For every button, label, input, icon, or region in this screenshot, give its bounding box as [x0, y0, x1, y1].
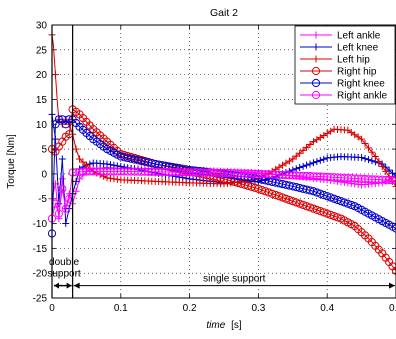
data-point-left-knee: [358, 154, 365, 161]
double-support-arrowhead-right: [67, 283, 72, 289]
data-point-left-knee: [307, 160, 314, 167]
y-tick-label: 25: [36, 45, 48, 56]
y-tick-label: -20: [33, 269, 48, 280]
data-point-left-knee: [303, 162, 310, 169]
series-right-hip: [48, 106, 396, 275]
double-support-label-line1: double: [49, 257, 79, 268]
single-support-arrowhead-right: [389, 283, 395, 289]
x-tick-label: 0.1: [114, 303, 128, 314]
legend-label-right-hip: Right hip: [337, 67, 377, 78]
y-tick-label: -10: [33, 219, 48, 230]
data-point-left-hip: [52, 71, 59, 78]
double-support-arrowhead-left: [54, 283, 59, 289]
data-point-left-knee: [365, 156, 372, 163]
data-point-left-knee: [104, 160, 111, 167]
data-point-left-knee: [59, 156, 66, 163]
x-axis-title: time [s]: [206, 320, 241, 331]
data-point-left-knee: [300, 163, 307, 170]
data-point-left-hip: [73, 146, 80, 153]
data-point-left-knee: [317, 157, 324, 164]
data-point-left-knee: [313, 158, 320, 165]
data-point-left-knee: [62, 220, 69, 227]
y-tick-label: -15: [33, 244, 48, 255]
x-tick-label: 0: [49, 303, 55, 314]
legend-label-left-hip: Left hip: [337, 55, 370, 66]
single-support-label: single support: [203, 274, 265, 285]
x-tick-label: 0.4: [320, 303, 334, 314]
x-tick-label: 0.2: [183, 303, 197, 314]
y-axis-title: Torque [Nm]: [6, 134, 17, 189]
y-tick-label: 15: [36, 95, 48, 106]
data-point-left-knee: [296, 164, 303, 171]
y-tick-label: 10: [36, 120, 48, 131]
y-tick-label: -5: [38, 194, 47, 205]
y-tick-label: 20: [36, 70, 48, 81]
data-point-left-knee: [368, 157, 375, 164]
data-point-left-ankle: [59, 175, 66, 182]
legend-label-left-ankle: Left ankle: [337, 31, 381, 42]
data-point-left-knee: [362, 155, 369, 162]
chart-title: Gait 2: [210, 7, 238, 19]
legend-label-right-ankle: Right ankle: [337, 91, 387, 102]
y-tick-label: 5: [41, 145, 47, 156]
data-point-left-knee: [293, 165, 300, 172]
y-tick-label: -25: [33, 294, 48, 305]
y-tick-label: 30: [36, 21, 48, 32]
y-tick-label: 0: [41, 169, 47, 180]
x-tick-label: 0.5: [389, 303, 396, 314]
x-tick-label: 0.3: [251, 303, 265, 314]
x-axis-title-unit: [s]: [231, 320, 242, 331]
legend-label-left-knee: Left knee: [337, 43, 379, 54]
single-support-arrowhead-left: [74, 283, 80, 289]
legend-label-right-knee: Right knee: [337, 79, 385, 90]
data-point-left-knee: [310, 159, 317, 166]
data-point-left-knee: [320, 156, 327, 163]
x-axis-title-main: time: [206, 320, 225, 331]
